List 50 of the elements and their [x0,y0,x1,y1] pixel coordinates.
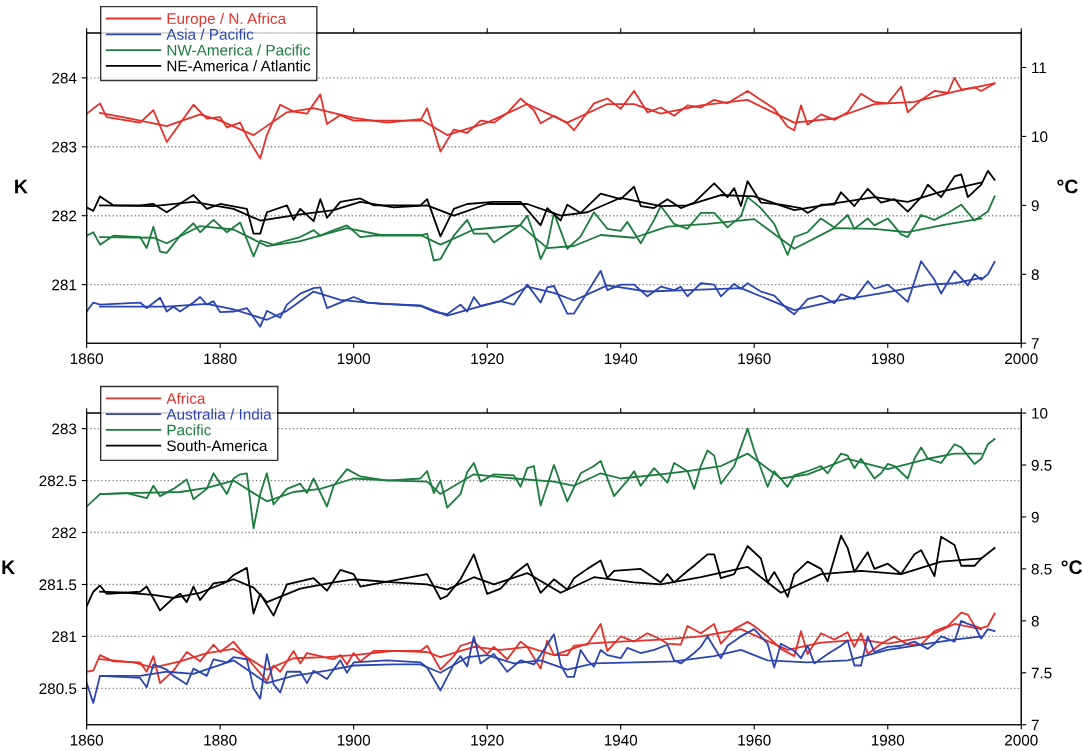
y2-tick-label: 7 [1031,719,1039,731]
y-axis-title: K [15,179,28,194]
y-tick-label: 283 [52,141,77,153]
legend-label: Europe / N. Africa [167,12,287,28]
x-tick-label: 1860 [70,734,104,746]
x-tick-label: 1860 [70,353,104,365]
y-tick-label: 280.5 [39,683,77,695]
y-tick-label: 281 [52,279,77,291]
y-axis-title: K [2,560,15,574]
y2-tick-label: 8 [1031,615,1039,627]
x-tick-label: 1960 [738,353,771,365]
y2-tick-label: 9 [1031,200,1039,212]
x-tick-label: 1920 [471,734,504,746]
x-tick-label: 2000 [1005,734,1038,746]
y2-tick-label: 9 [1031,511,1039,523]
legend-label: Asia / Pacific [166,28,254,40]
y2-axis-title: °C [1057,179,1078,194]
y2-axis-title: °C [1061,560,1083,575]
y2-tick-label: 10 [1032,407,1048,419]
y2-tick-label: 10 [1032,131,1048,143]
legend-label: South-America [167,439,268,452]
x-tick-label: 1980 [871,353,905,365]
x-tick-label: 1900 [337,734,371,746]
y-tick-label: 282.5 [39,475,77,487]
legend-label: Pacific [167,424,211,436]
x-tick-label: 1960 [738,734,771,746]
x-tick-label: 1900 [337,353,371,365]
x-tick-label: 1880 [204,734,237,746]
y-tick-label: 281.5 [39,579,77,591]
y-tick-label: 281 [52,631,77,643]
x-tick-label: 1980 [871,734,905,746]
y-tick-label: 284 [52,72,77,84]
legend-label: Africa [166,392,206,404]
y2-tick-label: 8 [1031,269,1039,280]
y2-tick-label: 11 [1032,62,1047,74]
y2-tick-label: 7.5 [1031,667,1052,679]
y-tick-label: 282 [52,527,77,539]
y2-tick-label: 7 [1031,338,1039,349]
y2-tick-label: 8.5 [1031,563,1052,575]
x-tick-label: 1940 [604,734,638,746]
x-tick-label: 2000 [1005,353,1038,365]
x-tick-label: 1940 [604,353,638,365]
legend-label: Australia / India [166,408,272,420]
x-tick-label: 1920 [471,353,504,365]
y-tick-label: 282 [52,210,77,222]
legend-label: NW-America / Pacific [167,44,310,56]
x-tick-label: 1880 [204,353,237,365]
y-tick-label: 283 [52,423,77,435]
legend-label: NE-America / Atlantic [167,60,311,72]
y2-tick-label: 9.5 [1031,459,1052,471]
